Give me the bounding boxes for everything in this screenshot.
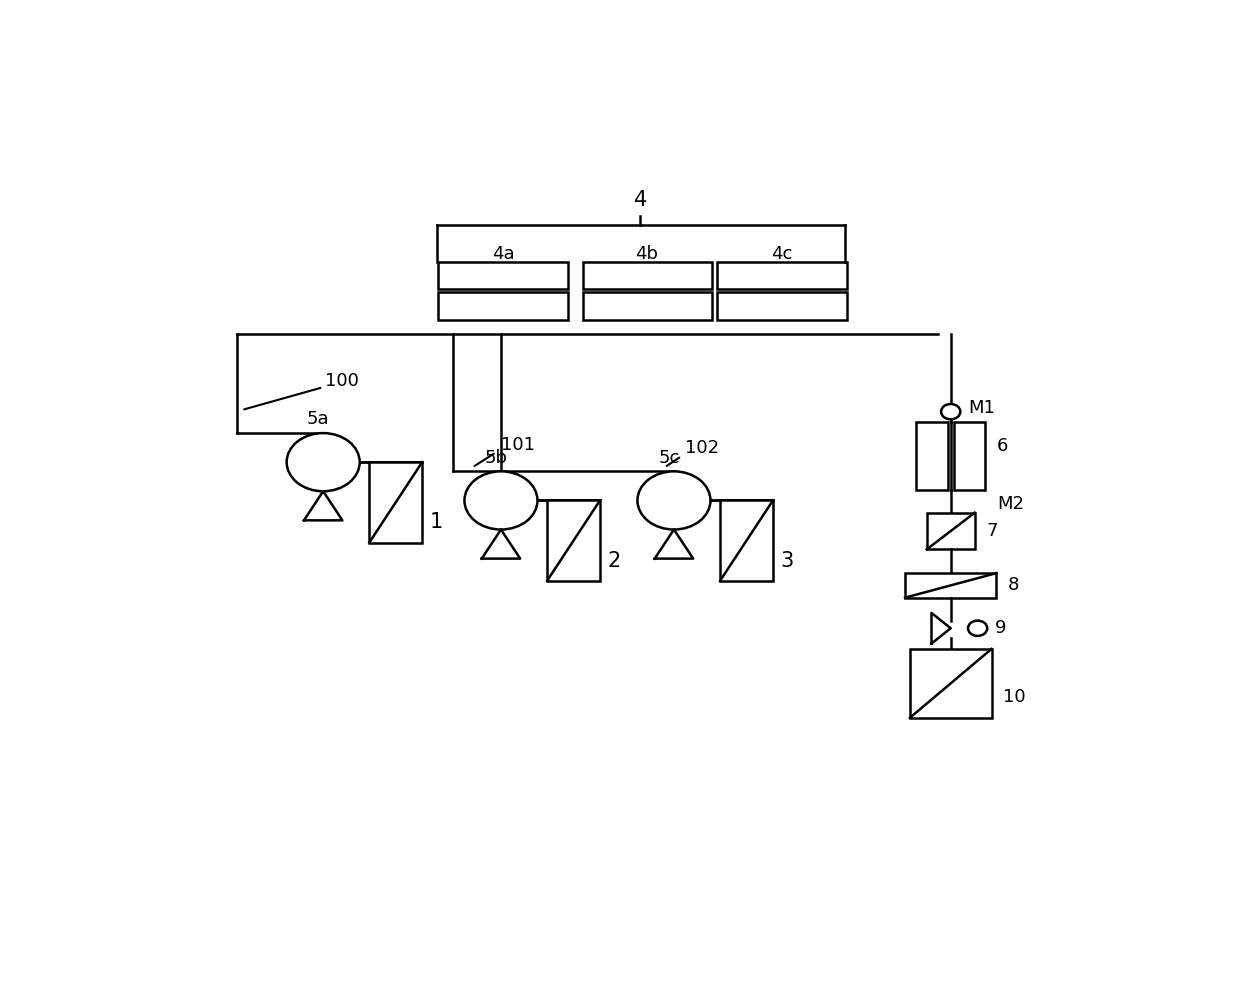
Text: 102: 102 [686, 439, 719, 457]
Text: 8: 8 [1008, 577, 1019, 594]
Text: M1: M1 [968, 399, 994, 416]
Text: 4b: 4b [636, 245, 658, 263]
Bar [717, 292, 847, 320]
Circle shape [465, 471, 537, 530]
Text: 6: 6 [997, 436, 1008, 454]
Circle shape [286, 433, 360, 491]
Bar [583, 261, 713, 289]
Text: 7: 7 [986, 522, 998, 540]
Polygon shape [931, 613, 951, 643]
Circle shape [941, 404, 960, 419]
Text: 4a: 4a [491, 245, 515, 263]
Bar [439, 261, 568, 289]
Bar [926, 513, 975, 550]
Polygon shape [655, 530, 693, 559]
Bar [370, 462, 422, 543]
Circle shape [968, 620, 987, 636]
Circle shape [637, 471, 711, 530]
Text: 10: 10 [1003, 688, 1025, 706]
Text: 4: 4 [634, 190, 647, 210]
Text: M2: M2 [997, 495, 1024, 513]
Text: 4c: 4c [771, 245, 792, 263]
Bar [439, 292, 568, 320]
Text: 101: 101 [501, 435, 534, 453]
Text: 5a: 5a [308, 411, 330, 428]
Text: 3: 3 [781, 551, 794, 571]
Text: 100: 100 [325, 372, 358, 390]
Text: 1: 1 [430, 513, 443, 533]
Bar [547, 500, 600, 580]
Bar [954, 421, 986, 490]
Bar [910, 649, 992, 718]
Bar [717, 261, 847, 289]
Polygon shape [481, 530, 521, 559]
Bar [916, 421, 947, 490]
Bar [905, 574, 997, 597]
Text: 2: 2 [608, 551, 621, 571]
Text: 5b: 5b [485, 448, 507, 466]
Text: 5c: 5c [658, 448, 680, 466]
Text: 9: 9 [994, 619, 1007, 637]
Polygon shape [304, 491, 342, 520]
Bar [583, 292, 713, 320]
Bar [720, 500, 773, 580]
